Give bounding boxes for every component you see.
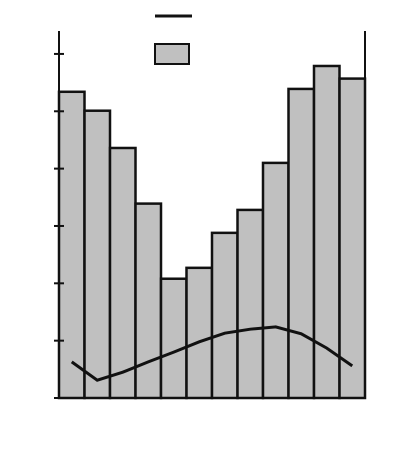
bar [338, 77, 367, 400]
line-series [70, 325, 354, 382]
bar [210, 231, 239, 400]
bar [134, 202, 163, 400]
bar [261, 161, 290, 400]
legend-bar-sample [154, 43, 190, 65]
plot-area [54, 31, 367, 400]
bar [159, 277, 188, 400]
bar [236, 208, 265, 400]
bar [287, 87, 316, 400]
bar [108, 146, 137, 400]
bar [57, 90, 86, 400]
bar [185, 266, 214, 400]
bar [83, 109, 112, 400]
